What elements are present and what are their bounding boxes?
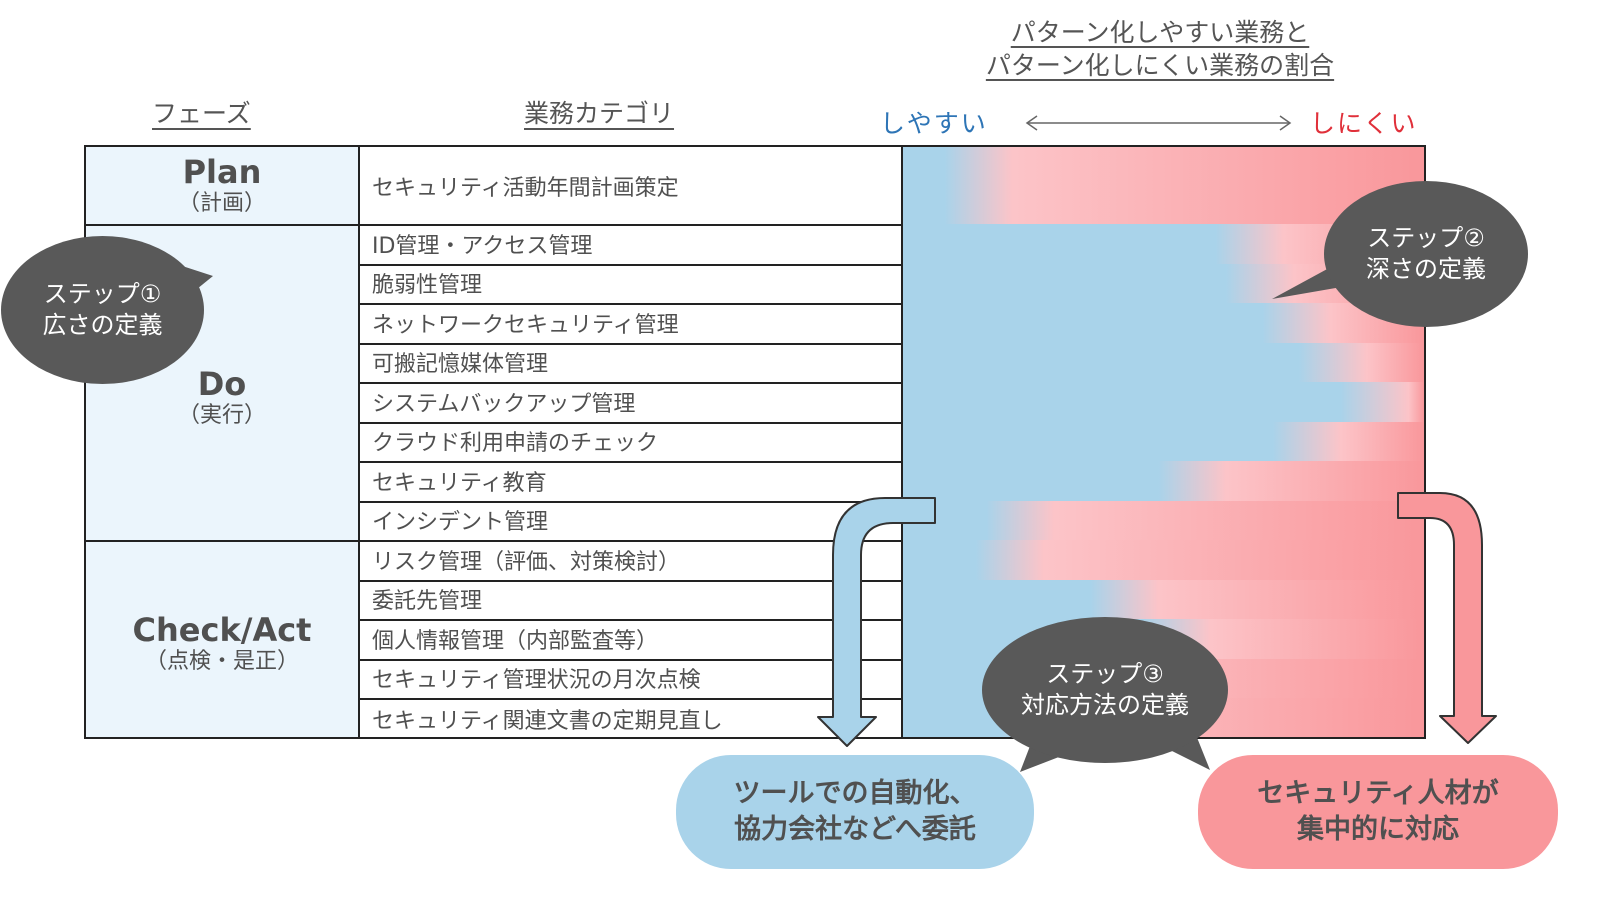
- category-row: リスク管理（評価、対策検討）: [360, 540, 901, 582]
- outcome-security-staff: セキュリティ人材が 集中的に対応: [1198, 755, 1558, 869]
- ratio-header-line2: パターン化しにくい業務の割合: [985, 51, 1335, 80]
- category-label: クラウド利用申請のチェック: [372, 431, 659, 457]
- phase-sub: （計画）: [177, 190, 266, 216]
- ratio-column: [901, 145, 1426, 739]
- category-label: 脆弱性管理: [372, 273, 483, 299]
- ratio-header: パターン化しやすい業務と パターン化しにくい業務の割合: [960, 16, 1360, 82]
- ratio-bar: [903, 147, 1424, 226]
- outcome-automation-line2: 協力会社などへ委託: [734, 814, 976, 845]
- double-arrow-icon: [1025, 115, 1292, 131]
- category-label: インシデント管理: [372, 510, 549, 536]
- phase-check-act: Check/Act （点検・是正）: [84, 540, 360, 739]
- ratio-bar: [903, 540, 1424, 582]
- category-label: 可搬記憶媒体管理: [372, 352, 549, 378]
- category-row: クラウド利用申請のチェック: [360, 422, 901, 463]
- ratio-bar: [903, 342, 1424, 384]
- category-row: ネットワークセキュリティ管理: [360, 303, 901, 345]
- category-row: 委託先管理: [360, 580, 901, 621]
- category-row: ID管理・アクセス管理: [360, 224, 901, 266]
- category-label: セキュリティ活動年間計画策定: [372, 175, 679, 201]
- category-label: セキュリティ教育: [372, 470, 547, 496]
- category-row: システムバックアップ管理: [360, 382, 901, 424]
- category-column: セキュリティ活動年間計画策定 ID管理・アクセス管理 脆弱性管理 ネットワークセ…: [358, 145, 903, 739]
- category-label: ネットワークセキュリティ管理: [372, 312, 679, 338]
- outcome-security-staff-line2: 集中的に対応: [1297, 814, 1459, 845]
- category-label: 委託先管理: [372, 589, 483, 615]
- category-row: セキュリティ活動年間計画策定: [360, 147, 901, 226]
- blue-down-arrow-icon: [817, 497, 936, 747]
- ratio-bar: [903, 421, 1424, 463]
- ratio-header-line1: パターン化しやすい業務と: [1010, 18, 1310, 47]
- hard-label: しにくい: [1310, 109, 1418, 138]
- easy-label: しやすい: [880, 109, 988, 138]
- category-label: セキュリティ関連文書の定期見直し: [372, 708, 723, 734]
- category-row: セキュリティ教育: [360, 461, 901, 503]
- step1-bubble: ステップ① 広さの定義: [1, 236, 204, 384]
- category-row: 脆弱性管理: [360, 264, 901, 305]
- category-row: 可搬記憶媒体管理: [360, 343, 901, 384]
- category-row: セキュリティ管理状況の月次点検: [360, 659, 901, 700]
- phase-name: Do: [197, 365, 247, 403]
- phase-name: Check/Act: [132, 610, 312, 649]
- category-row: 個人情報管理（内部監査等）: [360, 619, 901, 661]
- phase-sub: （実行）: [177, 403, 266, 428]
- step2-description: 深さの定義: [1366, 255, 1486, 283]
- category-label: システムバックアップ管理: [372, 391, 636, 417]
- ratio-bar: [903, 579, 1424, 621]
- phase-sub: （点検・是正）: [144, 648, 299, 674]
- ratio-bar: [903, 382, 1424, 424]
- red-down-arrow-icon: [1397, 492, 1497, 744]
- step3-bubble: ステップ③ 対応方法の定義: [982, 617, 1228, 763]
- step2-bubble: ステップ② 深さの定義: [1324, 181, 1528, 327]
- category-row: セキュリティ関連文書の定期見直し: [360, 698, 901, 739]
- phase-plan: Plan （計画）: [84, 145, 360, 226]
- step3-description: 対応方法の定義: [1021, 691, 1189, 719]
- step2-title: ステップ②: [1367, 224, 1485, 252]
- category-label: セキュリティ管理状況の月次点検: [372, 668, 701, 694]
- phase-header: フェーズ: [152, 99, 251, 128]
- step1-description: 広さの定義: [42, 311, 163, 339]
- category-header: 業務カテゴリ: [524, 99, 675, 128]
- category-row: インシデント管理: [360, 501, 901, 542]
- step3-title: ステップ③: [1046, 660, 1164, 688]
- outcome-security-staff-line1: セキュリティ人材が: [1257, 778, 1499, 809]
- ratio-bar: [903, 303, 1424, 345]
- ratio-bar: [903, 461, 1424, 503]
- category-label: ID管理・アクセス管理: [372, 233, 593, 259]
- phase-name: Plan: [182, 152, 262, 191]
- category-label: 個人情報管理（内部監査等）: [372, 628, 659, 654]
- ratio-bar: [903, 500, 1424, 542]
- outcome-automation: ツールでの自動化、 協力会社などへ委託: [676, 755, 1034, 869]
- outcome-automation-line1: ツールでの自動化、: [733, 778, 977, 809]
- category-label: リスク管理（評価、対策検討）: [372, 549, 681, 575]
- step1-title: ステップ①: [43, 280, 162, 308]
